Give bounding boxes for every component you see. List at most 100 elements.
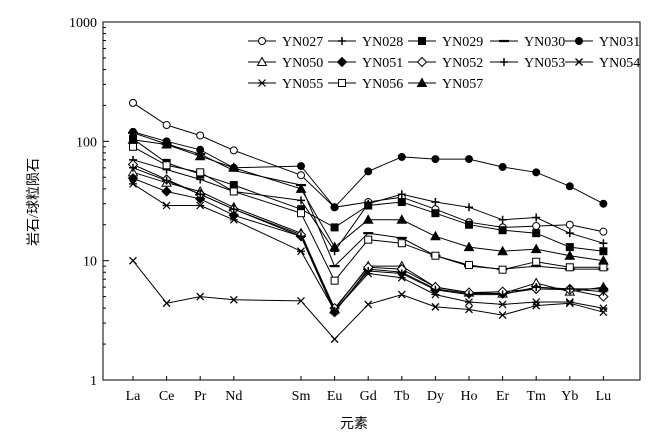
legend-item-yn057: YN057 [408, 77, 483, 92]
data-point-yn053-nd [229, 205, 238, 214]
data-point-yn056-lu [599, 263, 608, 272]
data-point-yn057-yb [564, 250, 576, 260]
data-point-yn055-ce [162, 201, 171, 210]
legend-item-yn031: YN031 [565, 35, 640, 50]
data-point-yn057-nd [228, 162, 240, 172]
data-point-yn053-lu [599, 287, 608, 296]
data-point-yn054-dy [431, 302, 440, 311]
data-point-yn055-la [129, 179, 137, 188]
series-yn054 [129, 256, 608, 344]
data-point-yn054-eu [330, 335, 339, 344]
data-point-yn054-ho [465, 305, 473, 314]
data-point-yn055-yb [565, 298, 574, 306]
data-point-yn056-ce [162, 161, 171, 170]
series-layer [127, 98, 609, 344]
series-line-yn056 [132, 146, 604, 282]
data-point-yn027-sm [297, 171, 305, 180]
data-point-yn056-eu [330, 276, 339, 285]
x-tick-label-la: La [126, 389, 142, 404]
data-point-yn057-ce [161, 139, 172, 149]
data-point-yn053-yb [565, 284, 574, 293]
x-tick-label-tm: Tm [526, 389, 546, 404]
data-point-yn054-er [498, 311, 507, 320]
legend-marker-yn051 [336, 56, 348, 68]
legend-marker-yn052 [416, 56, 428, 68]
data-point-yn057-er [497, 245, 508, 256]
data-point-yn053-ce [162, 176, 171, 185]
data-point-yn031-yb [565, 182, 574, 191]
data-point-yn055-ho [465, 298, 473, 306]
legend-label-yn028: YN028 [362, 35, 403, 50]
legend-marker-yn057 [416, 77, 428, 87]
series-line-yn031 [132, 131, 604, 209]
data-point-yn055-tm [532, 298, 541, 306]
data-point-yn055-sm [297, 247, 305, 256]
data-point-yn054-tm [532, 301, 541, 310]
data-point-yn027-tm [532, 222, 541, 231]
data-point-yn029-eu [330, 223, 339, 232]
series-line-yn053 [132, 167, 604, 312]
data-point-yn057-gd [362, 214, 374, 224]
legend-item-yn055: YN055 [248, 77, 323, 92]
y-tick-label-1: 1 [90, 374, 97, 389]
legend-marker-yn028 [338, 37, 346, 45]
legend-label-yn031: YN031 [599, 35, 640, 50]
series-line-yn050 [132, 171, 604, 311]
legend-marker-yn053 [500, 58, 508, 66]
data-point-yn027-la [129, 98, 137, 107]
data-point-yn057-tb [396, 214, 408, 224]
data-point-yn055-dy [431, 290, 440, 299]
data-point-yn054-gd [364, 300, 373, 309]
legend-label-yn029: YN029 [442, 35, 483, 50]
data-point-yn054-yb [565, 299, 574, 308]
legend-item-yn051: YN051 [328, 56, 403, 71]
legend-marker-yn056 [338, 79, 346, 87]
data-point-yn055-tb [397, 273, 406, 282]
series-line-yn030 [132, 132, 604, 270]
data-point-yn027-nd [229, 146, 238, 155]
data-point-yn027-ce [162, 121, 171, 130]
data-point-yn055-gd [364, 269, 373, 278]
x-tick-label-lu: Lu [596, 389, 612, 404]
legend-label-yn054: YN054 [599, 56, 640, 71]
data-point-yn028-er [498, 215, 507, 224]
data-point-yn056-pr [196, 168, 205, 177]
legend-label-yn053: YN053 [524, 56, 565, 71]
series-line-yn027 [132, 102, 604, 233]
data-point-yn029-yb [565, 243, 574, 252]
data-point-yn057-pr [194, 150, 206, 161]
legend-marker-yn031 [575, 37, 583, 45]
series-yn056 [129, 142, 608, 285]
legend-item-yn029: YN029 [408, 35, 483, 50]
data-point-yn053-er [498, 290, 507, 299]
legend-item-yn056: YN056 [328, 77, 403, 92]
y-tick-label-1000: 1000 [69, 16, 97, 31]
x-tick-label-tb: Tb [394, 389, 410, 404]
x-tick-label-sm: Sm [292, 389, 311, 404]
data-point-yn057-dy [430, 230, 441, 241]
x-tick-label-eu: Eu [327, 389, 343, 404]
legend-marker-yn050 [256, 56, 268, 66]
x-tick-label-ho: Ho [460, 389, 477, 404]
data-point-yn054-ce [162, 299, 171, 308]
data-point-yn054-sm [297, 296, 305, 305]
data-point-yn056-tm [532, 257, 541, 266]
data-point-yn057-sm [295, 183, 307, 193]
data-point-yn055-lu [599, 304, 608, 313]
legend-item-yn050: YN050 [248, 56, 323, 71]
legend-item-yn027: YN027 [248, 35, 323, 50]
data-point-yn055-eu [330, 306, 339, 315]
x-tick-label-er: Er [496, 389, 510, 404]
legend-label-yn050: YN050 [282, 56, 323, 71]
x-axis-title: 元素 [340, 416, 368, 432]
data-point-yn057-lu [598, 255, 609, 265]
data-point-yn055-pr [196, 201, 205, 210]
x-tick-label-pr: Pr [194, 389, 207, 404]
legend: YN027 YN028 YN029 YN030 YN031 YN050 YN051 YN052… [248, 35, 640, 92]
data-point-yn056-ho [465, 260, 473, 269]
series-line-yn055 [132, 183, 604, 312]
data-point-yn031-gd [364, 167, 373, 176]
legend-marker-yn055 [258, 79, 266, 87]
legend-item-yn054: YN054 [565, 56, 640, 71]
